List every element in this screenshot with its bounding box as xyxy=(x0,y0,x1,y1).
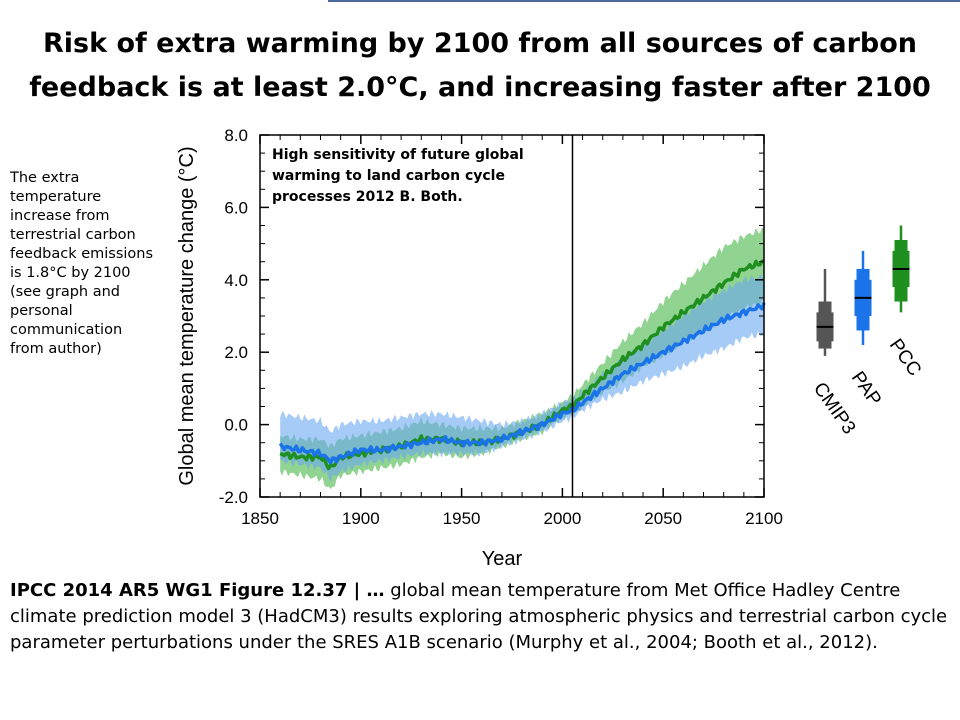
x-tick-label: 2000 xyxy=(543,509,581,528)
figure-caption: IPCC 2014 AR5 WG1 Figure 12.37 | … globa… xyxy=(10,578,950,656)
x-axis-label: Year xyxy=(482,548,523,570)
y-tick-label: 0.0 xyxy=(224,416,248,435)
x-tick-label: 1850 xyxy=(241,509,279,528)
side-note: The extra temperature increase from terr… xyxy=(10,170,154,357)
x-tick-label: 2100 xyxy=(745,509,783,528)
y-tick-label: 6.0 xyxy=(224,198,248,217)
y-tick-label: 8.0 xyxy=(224,126,248,145)
x-tick-label: 2050 xyxy=(644,509,682,528)
annotation-line: High sensitivity of future global xyxy=(272,147,524,163)
annotation-line: processes 2012 B. Both. xyxy=(272,189,463,205)
slide-title: Risk of extra warming by 2100 from all s… xyxy=(20,22,940,110)
y-tick-label: -2.0 xyxy=(219,488,248,507)
blue-series-line xyxy=(278,302,766,465)
pap-label: PAP xyxy=(847,368,885,410)
blue-uncertainty-band xyxy=(280,274,764,483)
caption-source: IPCC 2014 AR5 WG1 Figure 12.37 | … xyxy=(10,580,385,601)
x-tick-label: 1950 xyxy=(443,509,481,528)
pcc-label: PCC xyxy=(885,335,925,380)
annotation-line: warming to land carbon cycle xyxy=(272,168,505,184)
temperature-chart: -2.0 0.0 2.0 4.0 6.0 8.0 1850 1900 1950 2000 2050 2… xyxy=(176,126,925,570)
x-tick-label: 1900 xyxy=(342,509,380,528)
y-tick-label: 4.0 xyxy=(224,271,248,290)
y-tick-label: 2.0 xyxy=(224,343,248,362)
title-line-2: feedback is at least 2.0°C, and increasi… xyxy=(29,72,931,103)
y-axis-label: Global mean temperature change (°C) xyxy=(176,146,198,485)
cmip3-label: CMIP3 xyxy=(809,379,860,439)
title-line-1: Risk of extra warming by 2100 from all s… xyxy=(43,28,917,59)
caption-text: global mean temperature from Met Office … xyxy=(10,580,948,653)
top-rule xyxy=(328,0,960,2)
